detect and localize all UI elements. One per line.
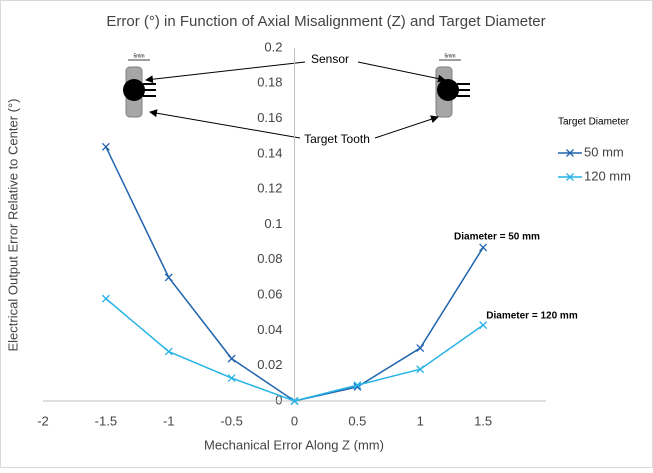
y-tick-label: 0.16 — [257, 110, 282, 125]
point-marker — [479, 321, 488, 330]
point-marker — [566, 149, 574, 157]
point-marker — [164, 273, 173, 282]
annotation: 5mm — [444, 53, 455, 59]
point-marker — [479, 243, 488, 252]
arrow — [149, 109, 301, 139]
x-tick-label: 0.5 — [348, 413, 366, 428]
annotation: Diameter = 120 mm — [486, 311, 578, 322]
sensor-pins — [457, 83, 470, 97]
y-tick-label: 0 — [275, 392, 282, 407]
point-marker — [227, 354, 236, 363]
point-marker — [164, 347, 173, 356]
arrow — [145, 61, 306, 84]
y-tick-label: 0.06 — [257, 287, 282, 302]
point-marker — [290, 397, 299, 405]
sensor-pins — [143, 83, 156, 97]
y-tick-label: 0.04 — [257, 322, 282, 337]
point-marker — [227, 374, 236, 383]
chart-title: Error (°) in Function of Axial Misalignm… — [106, 13, 545, 30]
y-tick-label: 0.1 — [264, 216, 282, 231]
point-marker — [566, 173, 574, 181]
x-tick-label: -2 — [37, 413, 49, 428]
sensor-icon — [123, 79, 145, 101]
x-tick-label: -1 — [163, 413, 175, 428]
point-marker — [101, 142, 110, 151]
y-tick-label: 0.08 — [257, 251, 282, 266]
legend-label: 50 mm — [584, 144, 624, 159]
annotation: Diameter = 50 mm — [454, 232, 540, 243]
annotation: Sensor — [311, 52, 349, 66]
annotation-arrows — [145, 61, 446, 139]
legend-title: Target Diameter — [558, 117, 630, 128]
y-tick-label: 0.02 — [257, 357, 282, 372]
arrow — [357, 61, 446, 83]
x-tick-label: -0.5 — [220, 413, 242, 428]
sensor-icon — [437, 79, 459, 101]
x-tick-label: -1.5 — [95, 413, 117, 428]
y-tick-label: 0.18 — [257, 75, 282, 90]
point-marker — [416, 344, 425, 353]
y-axis-label: Electrical Output Error Relative to Cent… — [5, 98, 20, 351]
x-tick-label: 0 — [291, 413, 298, 428]
arrow — [374, 115, 439, 139]
legend-label: 120 mm — [584, 168, 631, 183]
x-tick-label: 1 — [417, 413, 424, 428]
x-axis-label: Mechanical Error Along Z (mm) — [204, 437, 384, 452]
x-tick-label: 1.5 — [474, 413, 492, 428]
annotation: Target Tooth — [304, 132, 370, 146]
point-marker — [101, 294, 110, 303]
point-marker — [416, 365, 425, 374]
annotation: 5mm — [133, 53, 144, 59]
y-tick-label: 0.2 — [264, 39, 282, 54]
y-tick-label: 0.14 — [257, 145, 282, 160]
point-marker — [353, 381, 362, 390]
y-tick-label: 0.12 — [257, 181, 282, 196]
sensor-icons — [123, 59, 470, 118]
